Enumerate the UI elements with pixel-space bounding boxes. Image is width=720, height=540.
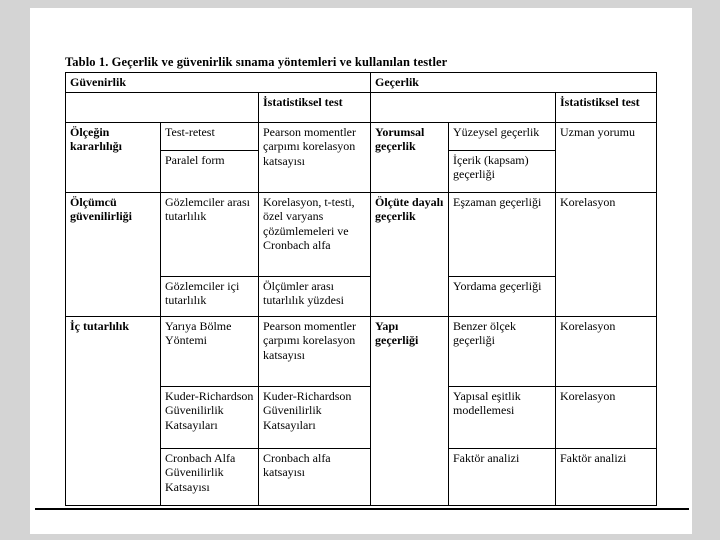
cell-g3-validity-2: Yapısal eşitlik modellemesi bbox=[448, 386, 556, 449]
cell-g2-validity-label: Ölçüte dayalı geçerlik bbox=[370, 192, 449, 317]
cell-g2-validity-1: Eşzaman geçerliği bbox=[448, 192, 556, 277]
cell-g3-stat-test-1: Pearson momentler çarpımı korelasyon kat… bbox=[258, 316, 371, 387]
cell-g1-validity-label: Yorumsal geçerlik bbox=[370, 122, 449, 193]
table-row: Ölçeğin kararlılığı Test-retest Pearson … bbox=[65, 122, 658, 193]
slide-page: Tablo 1. Geçerlik ve güvenirlik sınama y… bbox=[30, 8, 692, 534]
table-title: Tablo 1. Geçerlik ve güvenirlik sınama y… bbox=[65, 55, 448, 69]
cell-g3-method-2: Kuder-Richardson Güvenilirlik Katsayılar… bbox=[160, 386, 259, 449]
header-empty-left bbox=[65, 92, 259, 123]
table-row: Cronbach Alfa Güvenilirlik Katsayısı Cro… bbox=[66, 448, 658, 506]
table-row: Kuder-Richardson Güvenilirlik Katsayılar… bbox=[66, 386, 658, 449]
cell-g1-reliability-label: Ölçeğin kararlılığı bbox=[65, 122, 161, 193]
cell-g3-method-1: Yarıya Bölme Yöntemi bbox=[160, 316, 259, 387]
cell-g3-validity-stat-1: Korelasyon bbox=[554, 316, 658, 387]
header-stat-test-left: İstatistiksel test bbox=[258, 92, 371, 123]
table-row: Paralel form İçerik (kapsam) geçerliği bbox=[66, 150, 657, 193]
header-empty-right bbox=[370, 92, 556, 123]
cell-g2-stat-test-2: Ölçümler arası tutarlılık yüzdesi bbox=[258, 276, 371, 317]
slide-content: Tablo 1. Geçerlik ve güvenirlik sınama y… bbox=[30, 8, 692, 506]
cell-g1-validity-stat: Uzman yorumu bbox=[554, 122, 658, 193]
cell-g3-validity-stat-3: Faktör analizi bbox=[554, 448, 658, 506]
cell-g3-reliability-label: İç tutarlılık bbox=[65, 316, 161, 506]
table-header-row-1: Güvenirlik Geçerlik bbox=[65, 72, 658, 93]
cell-g3-validity-1: Benzer ölçek geçerliği bbox=[448, 316, 556, 387]
table-row: Ölçümcü güvenilirliği Gözlemciler arası … bbox=[65, 192, 658, 317]
cell-g3-stat-test-2: Kuder-Richardson Güvenilirlik Katsayılar… bbox=[258, 386, 371, 449]
header-guvenirlik: Güvenirlik bbox=[65, 72, 371, 93]
table-header-row-2: İstatistiksel test İstatistiksel test bbox=[65, 92, 658, 123]
reliability-validity-table: Güvenirlik Geçerlik İstatistiksel test İ… bbox=[65, 72, 658, 506]
cell-g2-reliability-label: Ölçümcü güvenilirliği bbox=[65, 192, 161, 317]
cell-g3-validity-label: Yapı geçerliği bbox=[370, 316, 449, 506]
cell-g3-stat-test-3: Cronbach alfa katsayısı bbox=[258, 448, 371, 506]
header-gecerlik: Geçerlik bbox=[369, 72, 658, 93]
cell-g3-validity-stat-2: Korelasyon bbox=[554, 386, 658, 449]
cell-g1-validity-2: İçerik (kapsam) geçerliği bbox=[448, 150, 556, 193]
cell-g2-stat-test-1: Korelasyon, t-testi, özel varyans çözüml… bbox=[258, 192, 371, 277]
cell-g1-method-2: Paralel form bbox=[160, 150, 259, 193]
cell-g1-validity-1: Yüzeysel geçerlik bbox=[448, 122, 556, 151]
cell-g3-method-3: Cronbach Alfa Güvenilirlik Katsayısı bbox=[160, 448, 259, 506]
table-row: Gözlemciler içi tutarlılık Ölçümler aras… bbox=[66, 276, 657, 317]
cell-g3-validity-3: Faktör analizi bbox=[448, 448, 556, 506]
cell-g2-validity-2: Yordama geçerliği bbox=[448, 276, 556, 317]
cell-g2-validity-stat: Korelasyon bbox=[554, 192, 658, 317]
table-row: İç tutarlılık Yarıya Bölme Yöntemi Pears… bbox=[65, 316, 658, 506]
cell-g1-stat-test: Pearson momentler çarpımı korelasyon kat… bbox=[258, 122, 371, 193]
cell-g2-method-1: Gözlemciler arası tutarlılık bbox=[160, 192, 259, 277]
slide-footer-line bbox=[35, 508, 689, 510]
cell-g2-method-2: Gözlemciler içi tutarlılık bbox=[160, 276, 259, 317]
header-stat-test-right: İstatistiksel test bbox=[554, 92, 658, 123]
cell-g1-method-1: Test-retest bbox=[160, 122, 259, 151]
